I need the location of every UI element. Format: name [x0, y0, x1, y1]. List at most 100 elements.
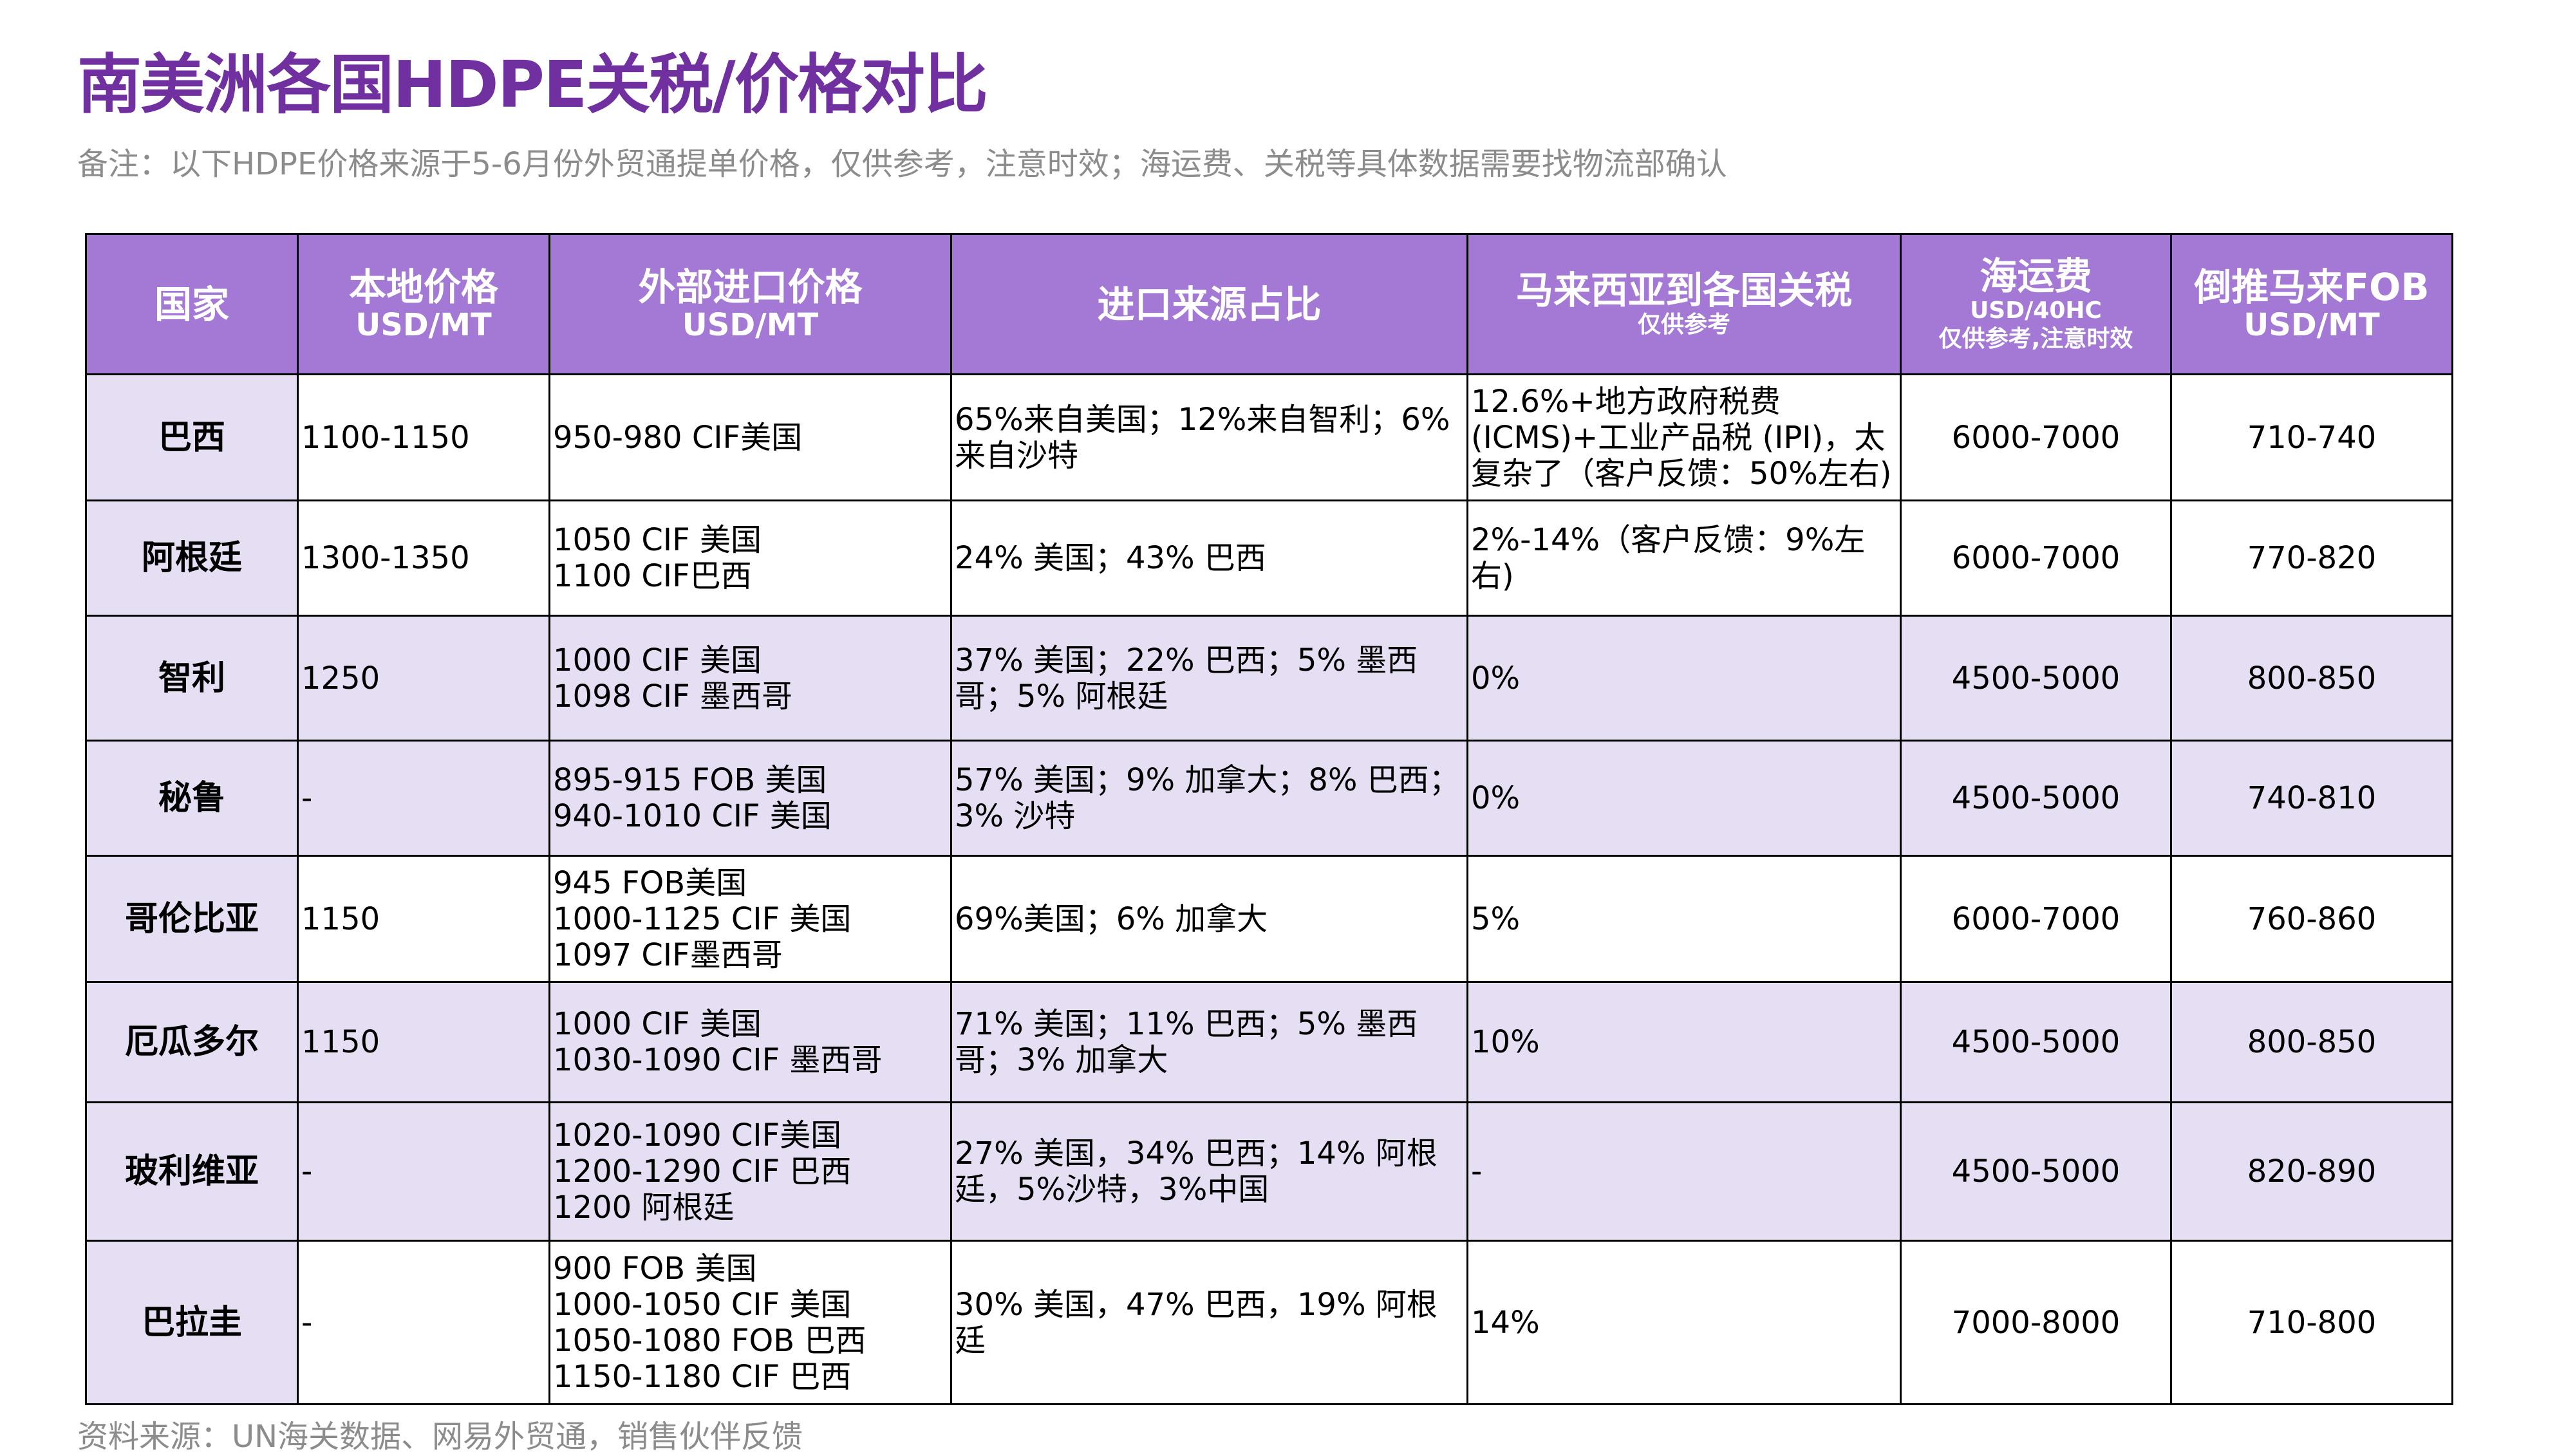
cell-text: -	[301, 1304, 313, 1341]
table-cell: 770-820	[2170, 499, 2453, 617]
table-cell: 37% 美国；22% 巴西；5% 墨西哥；5% 阿根廷	[950, 615, 1468, 742]
cell-text: -	[301, 1153, 313, 1190]
header-text: USD/MT	[355, 306, 492, 343]
table-cell: 14%	[1466, 1240, 1902, 1405]
cell-text: 厄瓜多尔	[124, 1023, 259, 1061]
cell-text: 945 FOB美国	[553, 864, 747, 901]
table-cell: 4500-5000	[1900, 981, 2172, 1103]
table-cell: 1150	[297, 855, 550, 983]
cell-text: 57% 美国；9% 加拿大；8% 巴西；3% 沙特	[955, 762, 1460, 834]
table-cell: 阿根廷	[85, 499, 299, 617]
table-cell: 1000 CIF 美国 1030-1090 CIF 墨西哥	[548, 981, 952, 1103]
cell-text: 895-915 FOB 美国	[553, 762, 827, 798]
cell-text: 940-1010 CIF 美国	[553, 798, 832, 834]
cell-text: 710-740	[2247, 419, 2377, 456]
table-cell: 1300-1350	[297, 499, 550, 617]
header-cell: 进口来源占比	[950, 233, 1468, 375]
table-cell: -	[297, 1240, 550, 1405]
table-row: 玻利维亚 - 1020-1090 CIF美国 1200-1290 CIF 巴西 1200…	[85, 1101, 2453, 1242]
table-cell: 1150	[297, 981, 550, 1103]
header-cell: 倒推马来FOB USD/MT	[2170, 233, 2453, 375]
cell-text: 1020-1090 CIF美国	[553, 1117, 842, 1153]
header-text: USD/MT	[682, 306, 819, 343]
cell-text: 800-850	[2247, 1024, 2377, 1060]
table-cell: 24% 美国；43% 巴西	[950, 499, 1468, 617]
cell-text: 4500-5000	[1951, 1153, 2121, 1190]
cell-text: 800-850	[2247, 660, 2377, 696]
table-cell: 0%	[1466, 740, 1902, 857]
cell-text: -	[301, 780, 313, 816]
table-cell: 4500-5000	[1900, 740, 2172, 857]
table-cell: 4500-5000	[1900, 615, 2172, 742]
table-row: 厄瓜多尔 1150 1000 CIF 美国 1030-1090 CIF 墨西哥 71% …	[85, 981, 2453, 1103]
table-cell: 820-890	[2170, 1101, 2453, 1242]
cell-text: 1030-1090 CIF 墨西哥	[553, 1042, 883, 1078]
cell-text: 0%	[1471, 780, 1521, 816]
cell-text: 1300-1350	[301, 540, 470, 576]
cell-text: 24% 美国；43% 巴西	[955, 540, 1266, 576]
cell-text: 37% 美国；22% 巴西；5% 墨西哥；5% 阿根廷	[955, 642, 1418, 714]
cell-text: 710-800	[2247, 1304, 2377, 1341]
table-cell: 2%-14%（客户反馈：9%左右)	[1466, 499, 1902, 617]
table-cell: 巴拉圭	[85, 1240, 299, 1405]
cell-text: 1000-1050 CIF 美国	[553, 1286, 852, 1323]
cell-text: 1200 阿根廷	[553, 1190, 735, 1226]
table-cell: 6000-7000	[1900, 499, 2172, 617]
table-cell: 800-850	[2170, 981, 2453, 1103]
header-text: 国家	[154, 282, 229, 326]
table-cell: 900 FOB 美国 1000-1050 CIF 美国 1050-1080 FOB …	[548, 1240, 952, 1405]
table-cell: 1250	[297, 615, 550, 742]
table-cell: 710-800	[2170, 1240, 2453, 1405]
table-row: 秘鲁 - 895-915 FOB 美国 940-1010 CIF 美国 57% 美国；9…	[85, 740, 2453, 857]
header-text: 仅供参考,注意时效	[1938, 325, 2133, 352]
table-cell: 4500-5000	[1900, 1101, 2172, 1242]
cell-text: 1098 CIF 墨西哥	[553, 678, 792, 714]
table-cell: 10%	[1466, 981, 1902, 1103]
cell-text: 27% 美国，34% 巴西；14% 阿根廷，5%沙特，3%中国	[955, 1135, 1437, 1208]
title: 南美洲各国HDPE关税/价格对比	[77, 47, 988, 122]
cell-text: 4500-5000	[1951, 1024, 2121, 1060]
table-row: 巴拉圭 - 900 FOB 美国 1000-1050 CIF 美国 1050-1080 …	[85, 1240, 2453, 1405]
cell-text: 1150	[301, 901, 380, 937]
table-row: 智利 1250 1000 CIF 美国 1098 CIF 墨西哥 37% 美国；22% …	[85, 615, 2453, 742]
cell-text: 4500-5000	[1951, 660, 2121, 696]
cell-text: 1250	[301, 660, 380, 696]
note: 备注：以下HDPE价格来源于5-6月份外贸通提单价格，仅供参考，注意时效；海运费…	[77, 146, 1727, 182]
table-cell: 740-810	[2170, 740, 2453, 857]
cell-text: 65%来自美国；12%来自智利；6%来自沙特	[955, 401, 1450, 474]
header-row: 国家 本地价格 USD/MT 外部进口价格 USD/MT 进口来源占比 马来西亚到各国关税仅…	[85, 233, 2453, 375]
cell-text: 巴拉圭	[141, 1303, 242, 1342]
table-cell: 1100-1150	[297, 373, 550, 501]
header-cell: 国家	[85, 233, 299, 375]
table-cell: 760-860	[2170, 855, 2453, 983]
table-cell: 6000-7000	[1900, 373, 2172, 501]
cell-text: 哥伦比亚	[124, 899, 259, 938]
cell-text: 5%	[1471, 901, 1521, 937]
cell-text: 0%	[1471, 660, 1521, 696]
table-cell: 950-980 CIF美国	[548, 373, 952, 501]
table-cell: 1050 CIF 美国 1100 CIF巴西	[548, 499, 952, 617]
table-cell: 69%美国；6% 加拿大	[950, 855, 1468, 983]
header-cell: 外部进口价格 USD/MT	[548, 233, 952, 375]
cell-text: 阿根廷	[141, 539, 242, 577]
cell-text: 1000-1125 CIF 美国	[553, 901, 852, 937]
table-cell: 945 FOB美国 1000-1125 CIF 美国 1097 CIF墨西哥	[548, 855, 952, 983]
cell-text: 740-810	[2247, 780, 2377, 816]
cell-text: 7000-8000	[1951, 1304, 2121, 1341]
table-cell: 智利	[85, 615, 299, 742]
cell-text: 1150-1180 CIF 巴西	[553, 1358, 852, 1395]
cell-text: 智利	[158, 658, 225, 698]
table-cell: 65%来自美国；12%来自智利；6%来自沙特	[950, 373, 1468, 501]
table-cell: 玻利维亚	[85, 1101, 299, 1242]
cell-text: 1097 CIF墨西哥	[553, 937, 783, 973]
cell-text: 巴西	[158, 418, 225, 457]
cell-text: 760-860	[2247, 901, 2377, 937]
header-text: 海运费	[1980, 254, 2092, 298]
cell-text: 秘鲁	[158, 779, 225, 817]
cell-text: 玻利维亚	[124, 1152, 259, 1191]
cell-text: 69%美国；6% 加拿大	[955, 901, 1268, 937]
table-cell: 巴西	[85, 373, 299, 501]
table-cell: 7000-8000	[1900, 1240, 2172, 1405]
table-cell: 800-850	[2170, 615, 2453, 742]
